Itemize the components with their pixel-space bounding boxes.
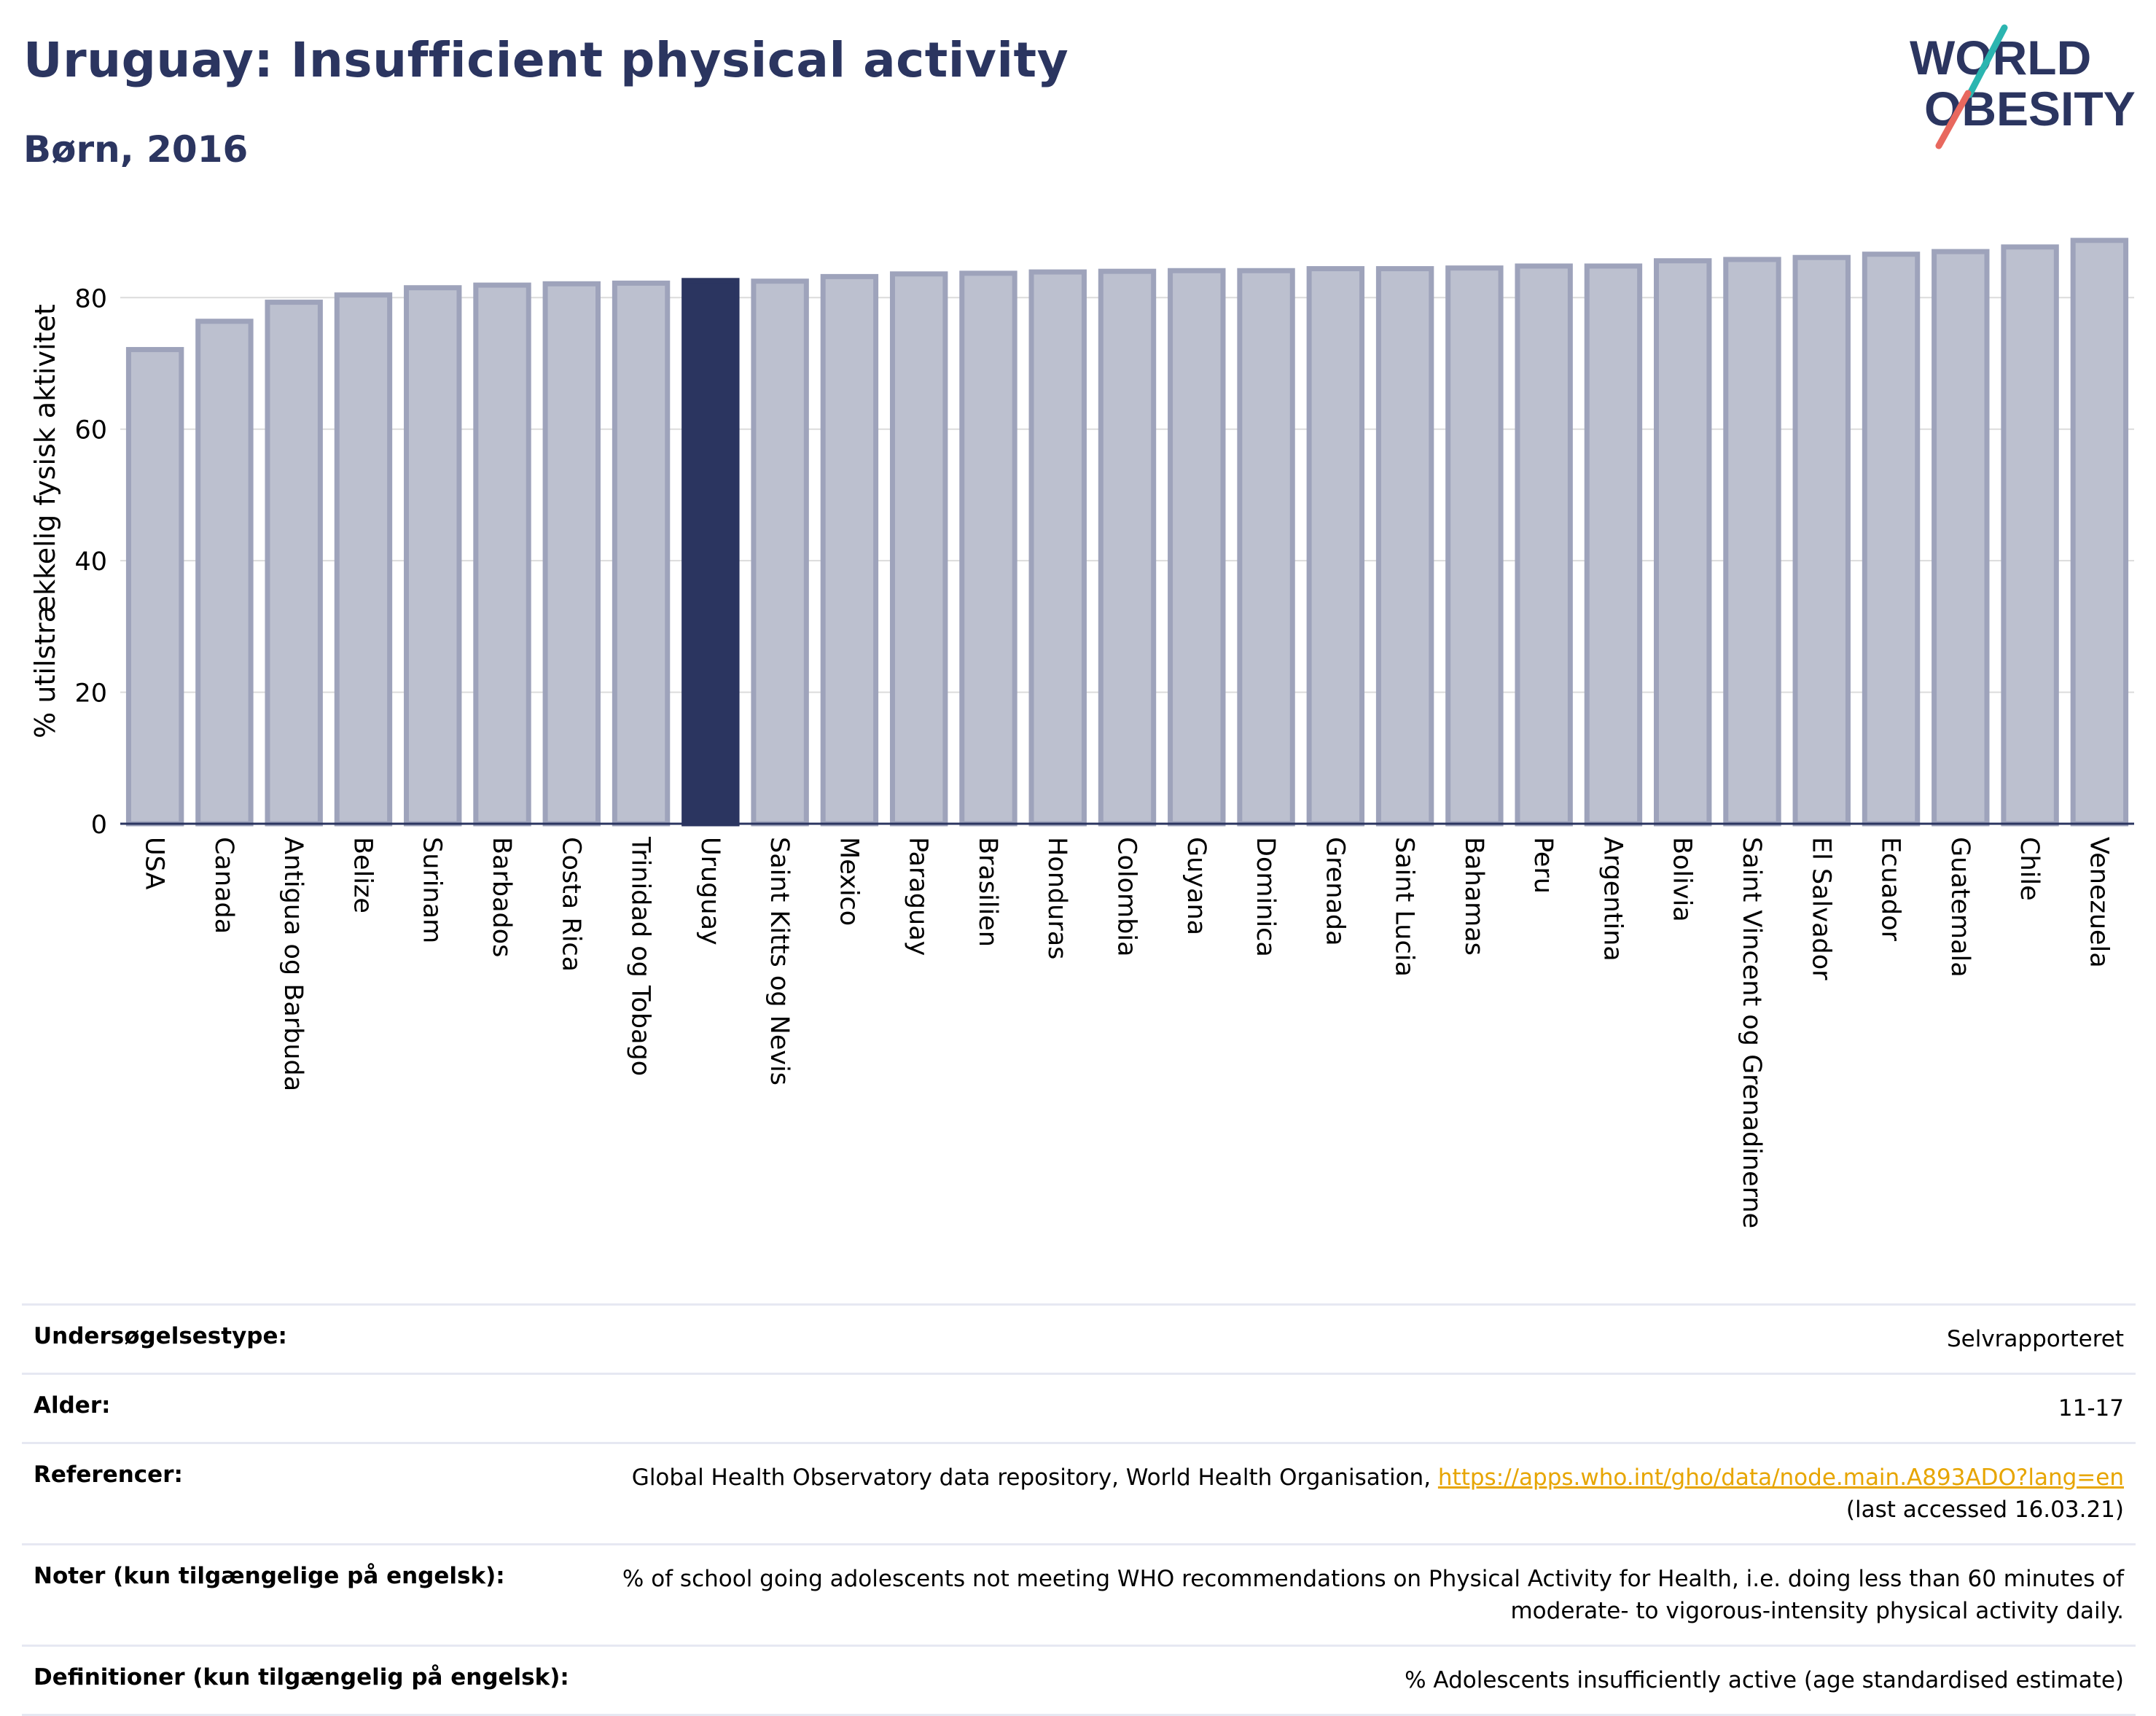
- y-tick-label: 80: [74, 284, 107, 313]
- x-tick-label: Paraguay: [904, 837, 933, 956]
- notes-line-1: % of school going adolescents not meetin…: [622, 1566, 2124, 1592]
- x-tick-label: Grenada: [1320, 837, 1349, 946]
- chart-subtitle: Børn, 2016: [23, 128, 249, 171]
- bar-saint-kitts-og-nevis: [751, 278, 809, 827]
- survey-type-label: Undersøgelsestype:: [34, 1323, 287, 1349]
- bar-peru: [1515, 263, 1573, 827]
- x-tick-label: Trinidad og Tobago: [626, 836, 655, 1076]
- metadata-row-age: Alder: 11-17: [22, 1373, 2136, 1443]
- y-tick-label: 40: [74, 547, 107, 577]
- age-label: Alder:: [34, 1392, 111, 1419]
- bar-usa: [125, 347, 184, 827]
- bar-colombia: [1098, 268, 1157, 827]
- y-axis-label: % utilstrækkelig fysisk aktivitet: [29, 304, 61, 738]
- references-text: Global Health Observatory data repositor…: [631, 1465, 1438, 1491]
- notes-line-2: moderate- to vigorous-intensity physical…: [1510, 1598, 2124, 1624]
- world-obesity-logo: WORLD OBESITY: [1910, 24, 2136, 149]
- chart-title: Uruguay: Insufficient physical activity: [23, 32, 1069, 88]
- bar-belize: [334, 292, 393, 827]
- bar-costa-rica: [542, 281, 601, 827]
- bar-mexico: [820, 273, 879, 827]
- bar-dominica: [1237, 268, 1295, 827]
- x-tick-label: USA: [140, 837, 169, 889]
- bar-trinidad-og-tobago: [612, 280, 671, 827]
- references-link[interactable]: https://apps.who.int/gho/data/node.main.…: [1437, 1465, 2124, 1491]
- notes-value: % of school going adolescents not meetin…: [585, 1545, 2136, 1646]
- x-tick-label: El Salvador: [1806, 837, 1835, 980]
- x-tick-label: Antigua og Barbuda: [278, 837, 308, 1091]
- x-tick-label: Honduras: [1042, 837, 1071, 959]
- bar-argentina: [1584, 263, 1643, 827]
- metadata-row-survey-type: Undersøgelsestype: Selvrapporteret: [22, 1304, 2136, 1374]
- bar-grenada: [1306, 266, 1365, 827]
- metadata-row-references: Referencer: Global Health Observatory da…: [22, 1443, 2136, 1545]
- bar-guatemala: [1932, 249, 1990, 827]
- y-tick-label: 0: [91, 811, 107, 840]
- bar-surinam: [404, 285, 462, 827]
- references-label: Referencer:: [34, 1462, 183, 1488]
- x-tick-label: Saint Vincent og Grenadinerne: [1737, 837, 1766, 1228]
- bar-barbados: [473, 282, 531, 827]
- bar-chile: [2001, 244, 2059, 827]
- bar-canada: [195, 319, 254, 827]
- x-tick-label: Bahamas: [1459, 837, 1488, 956]
- bar-honduras: [1028, 269, 1087, 827]
- bar-brasilien: [959, 270, 1018, 827]
- y-tick-label: 60: [74, 416, 107, 445]
- x-tick-label: Chile: [2015, 837, 2044, 901]
- metadata-table: Undersøgelsestype: Selvrapporteret Alder…: [22, 1303, 2136, 1716]
- x-tick-label: Barbados: [487, 837, 516, 957]
- bar-el-salvador: [1792, 254, 1851, 827]
- x-tick-label: Dominica: [1251, 837, 1280, 957]
- x-tick-label: Saint Kitts og Nevis: [765, 837, 794, 1085]
- x-tick-label: Belize: [348, 837, 377, 913]
- references-accessed: (last accessed 16.03.21): [1846, 1497, 2124, 1523]
- age-value: 11-17: [2058, 1395, 2124, 1421]
- logo-slash-teal: [1966, 24, 2008, 98]
- x-tick-label: Uruguay: [695, 837, 724, 945]
- definitions-label: Definitioner (kun tilgængelig på engelsk…: [34, 1664, 569, 1690]
- metadata-row-notes: Noter (kun tilgængelige på engelsk): % o…: [22, 1544, 2136, 1646]
- x-tick-label: Colombia: [1112, 837, 1141, 956]
- x-tick-label: Canada: [209, 837, 238, 934]
- x-tick-label: Ecuador: [1876, 837, 1905, 942]
- y-tick-label: 20: [74, 679, 107, 709]
- bar-bolivia: [1654, 258, 1712, 827]
- x-tick-label: Peru: [1528, 837, 1558, 894]
- x-tick-label: Surinam: [418, 837, 447, 943]
- bar-guyana: [1168, 268, 1226, 827]
- references-value: Global Health Observatory data repositor…: [585, 1443, 2136, 1545]
- x-tick-label: Mexico: [834, 837, 863, 926]
- metadata-row-definitions: Definitioner (kun tilgængelig på engelsk…: [22, 1645, 2136, 1715]
- bar-chart: 0 20 40 60 80 USA Canada Antigua og Barbuda Bel…: [29, 238, 2134, 1228]
- bar-antigua-og-barbuda: [265, 300, 323, 827]
- bar-saint-lucia: [1375, 266, 1434, 827]
- definitions-value: % Adolescents insufficiently active (age…: [1405, 1667, 2124, 1693]
- x-tick-label: Guyana: [1181, 837, 1211, 935]
- bar-paraguay: [889, 271, 948, 827]
- bars: [125, 238, 2129, 827]
- bar-saint-vincent-og-grenadinerne: [1723, 257, 1781, 827]
- y-tick-labels: 0 20 40 60 80: [74, 284, 107, 840]
- x-tick-label: Venezuela: [2084, 837, 2113, 968]
- x-tick-label: Brasilien: [973, 837, 1002, 947]
- bar-ecuador: [1862, 251, 1921, 827]
- x-tick-label: Saint Lucia: [1390, 837, 1419, 977]
- notes-label: Noter (kun tilgængelige på engelsk):: [34, 1563, 505, 1589]
- survey-type-value: Selvrapporteret: [1946, 1326, 2124, 1352]
- x-tick-labels: USA Canada Antigua og Barbuda Belize Surinam…: [140, 836, 2114, 1228]
- bar-venezuela: [2070, 238, 2129, 827]
- x-tick-label: Bolivia: [1668, 837, 1697, 922]
- bar-uruguay: [681, 278, 740, 827]
- x-tick-label: Costa Rica: [556, 837, 585, 972]
- bar-bahamas: [1445, 265, 1504, 827]
- x-tick-label: Guatemala: [1945, 837, 1975, 978]
- x-tick-label: Argentina: [1598, 837, 1627, 962]
- logo-slash-red: [1935, 90, 1972, 149]
